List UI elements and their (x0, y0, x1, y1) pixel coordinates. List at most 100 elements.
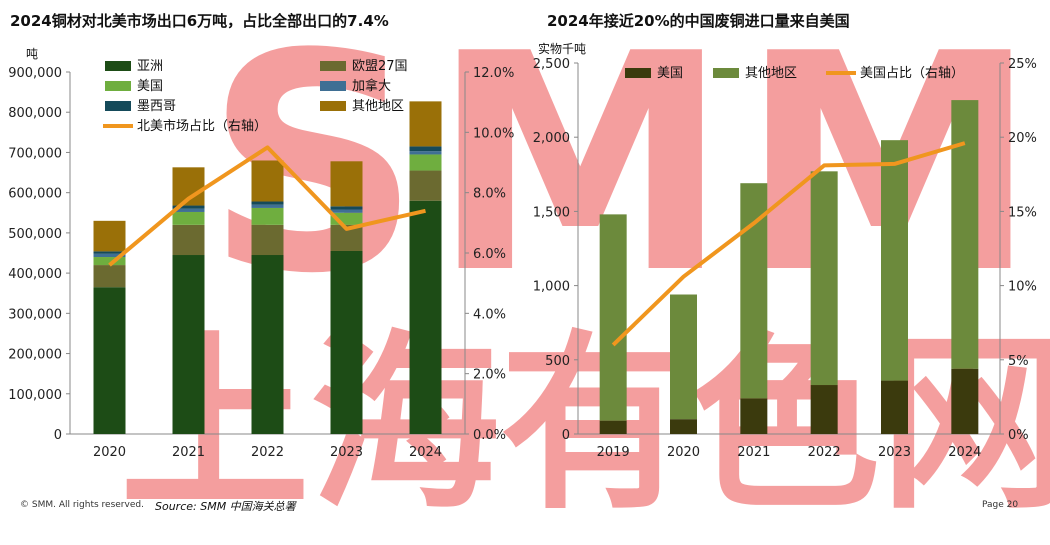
right-y-tick-label: 1,000 (533, 280, 570, 295)
right-x-tick-label: 2023 (878, 445, 911, 460)
right-legend-label: 美国 (657, 66, 683, 81)
left-y2-tick-label: 6.0% (473, 247, 506, 262)
left-bar-segment (409, 200, 442, 434)
right-legend-swatch (713, 68, 739, 78)
copyright-notice: © SMM. All rights reserved. (20, 500, 144, 510)
left-legend-swatch (105, 81, 131, 91)
right-y2-tick-label: 5% (1008, 354, 1029, 369)
left-bar-segment (93, 257, 126, 266)
right-legend-swatch (625, 68, 651, 78)
left-bar-segment (409, 146, 442, 152)
left-legend-label: 其他地区 (352, 99, 404, 114)
left-y2-tick-label: 8.0% (473, 187, 506, 202)
left-bar-segment (172, 205, 205, 209)
left-legend-label: 北美市场占比（右轴） (137, 118, 267, 134)
left-bar-segment (251, 255, 284, 434)
right-bar-segment (810, 171, 838, 386)
left-bar-segment (251, 160, 284, 202)
right-chart-title: 2024年接近20%的中国废铜进口量来自美国 (547, 12, 850, 30)
left-legend-swatch (105, 101, 131, 111)
right-legend-label: 美国占比（右轴） (860, 66, 964, 81)
left-bar-segment (93, 287, 126, 434)
right-x-tick-label: 2020 (667, 445, 700, 460)
left-bar-segment (172, 255, 205, 434)
left-chart-y-unit: 吨 (26, 47, 39, 61)
left-share-line (108, 145, 426, 267)
left-x-tick-label: 2020 (93, 445, 126, 460)
right-bar-segment (951, 100, 979, 369)
right-y2-tick-label: 25% (1008, 57, 1037, 72)
right-y2-tick-label: 10% (1008, 280, 1037, 295)
right-stacked-bar-chart: 0 500 1,000 1,500 2,000 2,500 0% 5% 10% 15% 20% 25%… (533, 57, 1037, 460)
left-bar-segment (251, 207, 284, 225)
right-y-tick-label: 0 (562, 428, 570, 443)
left-bar-segment (409, 154, 442, 171)
right-bar-segment (670, 294, 697, 420)
left-bar-segment (172, 211, 205, 225)
left-x-tick-label: 2021 (172, 445, 205, 460)
left-y-tick-label: 200,000 (8, 348, 62, 363)
left-bar-segment (330, 206, 363, 210)
right-y2-tick-label: 15% (1008, 205, 1037, 220)
left-y2-tick-label: 0.0% (473, 428, 506, 443)
right-y-tick-label: 500 (545, 354, 570, 369)
left-bar-segment (409, 101, 442, 147)
left-x-tick-label: 2023 (330, 445, 363, 460)
slide: SMM 上海有色网 2024铜材对北美市场出口6万吨，占比全部出口的7.4% 吨… (8, 0, 1050, 535)
left-y-tick-label: 300,000 (8, 307, 62, 322)
right-bar-segment (881, 380, 908, 434)
right-y-tick-label: 2,000 (533, 131, 570, 146)
left-bar-segment (93, 253, 126, 258)
left-bar-segment (251, 224, 284, 256)
page-number: Page 20 (982, 500, 1019, 510)
left-legend-swatch (320, 101, 346, 111)
right-y2-tick-label: 20% (1008, 131, 1037, 146)
left-bar-segment (330, 209, 363, 213)
left-y-tick-label: 400,000 (8, 267, 62, 282)
right-bar-segment (881, 140, 908, 381)
left-x-tick-label: 2024 (409, 445, 442, 460)
left-bar-segment (172, 208, 205, 212)
left-y-tick-label: 900,000 (8, 66, 62, 81)
left-bar-segment (409, 170, 442, 201)
left-x-tick-label: 2022 (251, 445, 284, 460)
left-legend-swatch (320, 81, 346, 91)
right-bar-segment (599, 214, 627, 421)
right-x-tick-label: 2024 (948, 445, 981, 460)
left-y-tick-label: 800,000 (8, 106, 62, 121)
left-legend-label: 加拿大 (352, 78, 391, 94)
left-y-tick-label: 600,000 (8, 187, 62, 202)
left-y2-tick-label: 2.0% (473, 368, 506, 383)
right-bar-segment (599, 420, 627, 434)
right-bar-segment (951, 368, 979, 434)
left-legend-swatch (320, 61, 346, 71)
left-bar-segment (172, 224, 205, 256)
right-bar-segment (740, 183, 768, 399)
left-y-tick-label: 100,000 (8, 388, 62, 403)
left-legend-swatch (105, 61, 131, 71)
left-stacked-bar-chart: 0 100,000 200,000 300,000 400,000 500,000 600,… (8, 59, 514, 460)
left-bar-segment (93, 220, 126, 252)
left-legend-label: 墨西哥 (137, 99, 176, 114)
left-bar-segment (251, 201, 284, 205)
right-bar-segment (810, 385, 838, 434)
left-bar-segment (330, 161, 363, 207)
left-y-tick-label: 0 (54, 428, 62, 443)
right-x-tick-label: 2022 (808, 445, 841, 460)
right-bar-segment (740, 398, 768, 434)
source-note: Source: SMM 中国海关总署 (155, 500, 296, 513)
right-y-tick-label: 2,500 (533, 57, 570, 72)
left-y2-tick-label: 10.0% (473, 126, 514, 141)
right-y2-tick-label: 0% (1008, 428, 1029, 443)
left-legend-label: 亚洲 (137, 59, 163, 74)
right-chart-y-unit: 实物千吨 (538, 42, 587, 56)
left-legend-label: 欧盟27国 (352, 59, 408, 74)
left-bar-segment (93, 265, 126, 288)
right-legend-label: 其他地区 (745, 66, 797, 81)
left-chart-title: 2024铜材对北美市场出口6万吨，占比全部出口的7.4% (10, 12, 389, 30)
left-y2-tick-label: 4.0% (473, 307, 506, 322)
left-y2-tick-label: 12.0% (473, 66, 514, 81)
right-bar-segment (670, 419, 697, 434)
left-bar-segment (330, 250, 363, 434)
right-share-line (611, 141, 966, 347)
